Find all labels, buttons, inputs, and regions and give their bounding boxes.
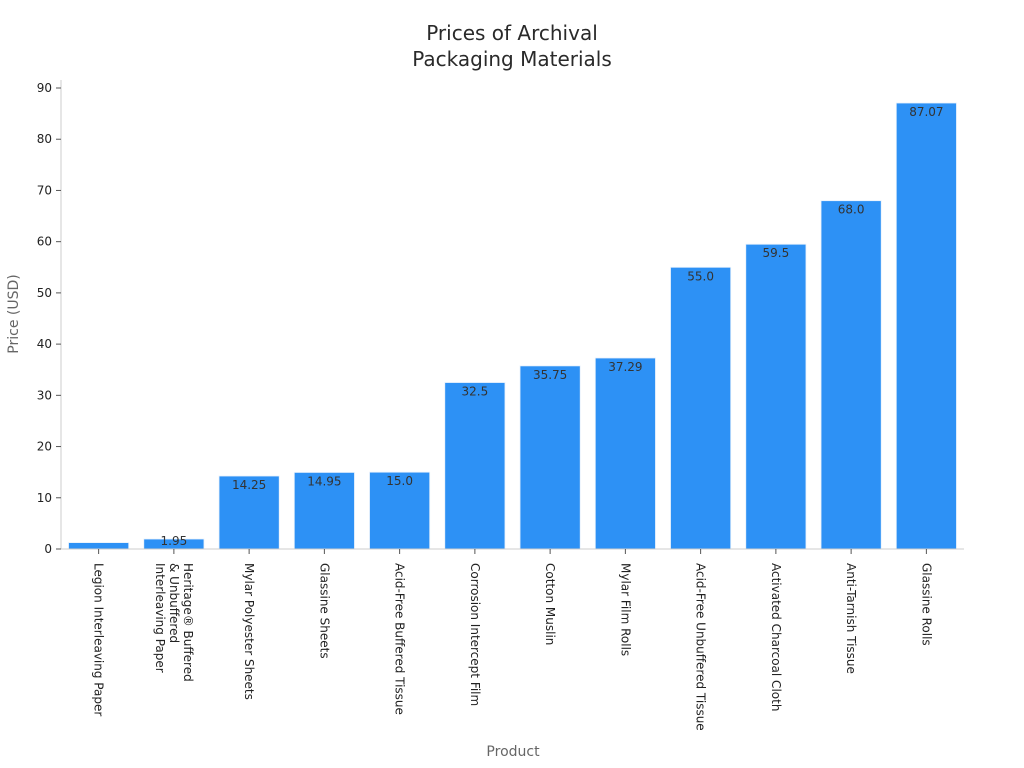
x-tick-label-line: Acid-Free Buffered Tissue: [393, 563, 407, 715]
y-tick-label: 60: [37, 235, 52, 249]
y-tick-label: 10: [37, 491, 52, 505]
bar-data-label: 35.75: [533, 368, 567, 382]
x-tick-label: Mylar Polyester Sheets: [242, 563, 256, 700]
x-tick-label-line: Interleaving Paper: [153, 563, 167, 673]
bar-data-label: 87.07: [909, 105, 943, 119]
x-tick-label: Acid-Free Unbuffered Tissue: [694, 563, 708, 731]
y-axis: 0 10 20 30 40 50 60 70 80 90: [37, 80, 62, 556]
y-tick-label: 50: [37, 286, 52, 300]
x-tick-label-line: Heritage® Buffered: [181, 563, 195, 682]
y-tick-label: 30: [37, 388, 52, 402]
x-tick-label: Corrosion Intercept Film: [468, 563, 482, 706]
x-tick-label-line: Glassine Rolls: [919, 563, 933, 646]
x-tick-label: Glassine Sheets: [317, 563, 331, 659]
y-tick-label: 90: [37, 81, 52, 95]
x-tick-label: Cotton Muslin: [543, 563, 557, 645]
bar-data-label: 15.0: [386, 474, 413, 488]
y-axis-title: Price (USD): [6, 274, 22, 353]
bar-data-label: 68.0: [838, 203, 865, 217]
bars: 1.95 14.25 14.95 15.0 32.5 35.75 37.29 55.0 59.5…: [68, 102, 957, 550]
bar: [895, 102, 957, 550]
x-tick-label-line: Corrosion Intercept Film: [468, 563, 482, 706]
x-tick-label: Glassine Rolls: [919, 563, 933, 646]
x-tick-label: Anti-Tarnish Tissue: [844, 563, 858, 674]
bar-data-label: 1.95: [161, 534, 188, 548]
y-tick-label: 80: [37, 132, 52, 146]
chart-title-line-2: Packaging Materials: [412, 47, 612, 71]
x-tick-label: Acid-Free Buffered Tissue: [393, 563, 407, 715]
x-tick-label-line: Legion Interleaving Paper: [92, 563, 106, 716]
y-tick-label: 40: [37, 337, 52, 351]
x-tick-label-line: Anti-Tarnish Tissue: [844, 563, 858, 674]
y-tick-label: 70: [37, 183, 52, 197]
bar-data-label: 55.0: [687, 269, 714, 283]
chart-title-line-1: Prices of Archival: [426, 21, 598, 45]
bar-data-label: 32.5: [462, 385, 489, 399]
x-axis-title: Product: [486, 744, 540, 760]
bar-data-label: 59.5: [763, 246, 790, 260]
bar: [369, 471, 431, 550]
x-tick-label-line: Acid-Free Unbuffered Tissue: [694, 563, 708, 731]
y-tick-label: 20: [37, 440, 52, 454]
x-tick-label-line: Mylar Film Rolls: [618, 563, 632, 656]
bar-data-label: 14.95: [307, 474, 341, 488]
bar: [594, 357, 656, 550]
bar-data-label: 14.25: [232, 478, 266, 492]
x-tick-label: Mylar Film Rolls: [618, 563, 632, 656]
bar: [670, 266, 732, 550]
x-axis: Legion Interleaving Paper Heritage® Buffe…: [61, 548, 964, 731]
x-tick-label: Activated Charcoal Cloth: [769, 563, 783, 711]
chart-title: Prices of Archival Packaging Materials: [0, 20, 1024, 72]
bar: [519, 365, 581, 550]
x-tick-label: Legion Interleaving Paper: [92, 563, 106, 716]
x-tick-label-line: Activated Charcoal Cloth: [769, 563, 783, 711]
bar: [293, 472, 355, 550]
bar: [820, 200, 882, 550]
x-tick-label-line: Cotton Muslin: [543, 563, 557, 645]
x-tick-label: Heritage® Buffered& UnbufferedInterleavi…: [153, 563, 195, 682]
bar: [745, 243, 807, 550]
x-tick-label-line: & Unbuffered: [167, 563, 181, 643]
x-tick-label-line: Glassine Sheets: [317, 563, 331, 659]
bar-data-label: 37.29: [608, 360, 642, 374]
bar: [68, 542, 130, 550]
bar: [444, 382, 506, 550]
y-tick-label: 0: [44, 542, 52, 556]
x-tick-label-line: Mylar Polyester Sheets: [242, 563, 256, 700]
